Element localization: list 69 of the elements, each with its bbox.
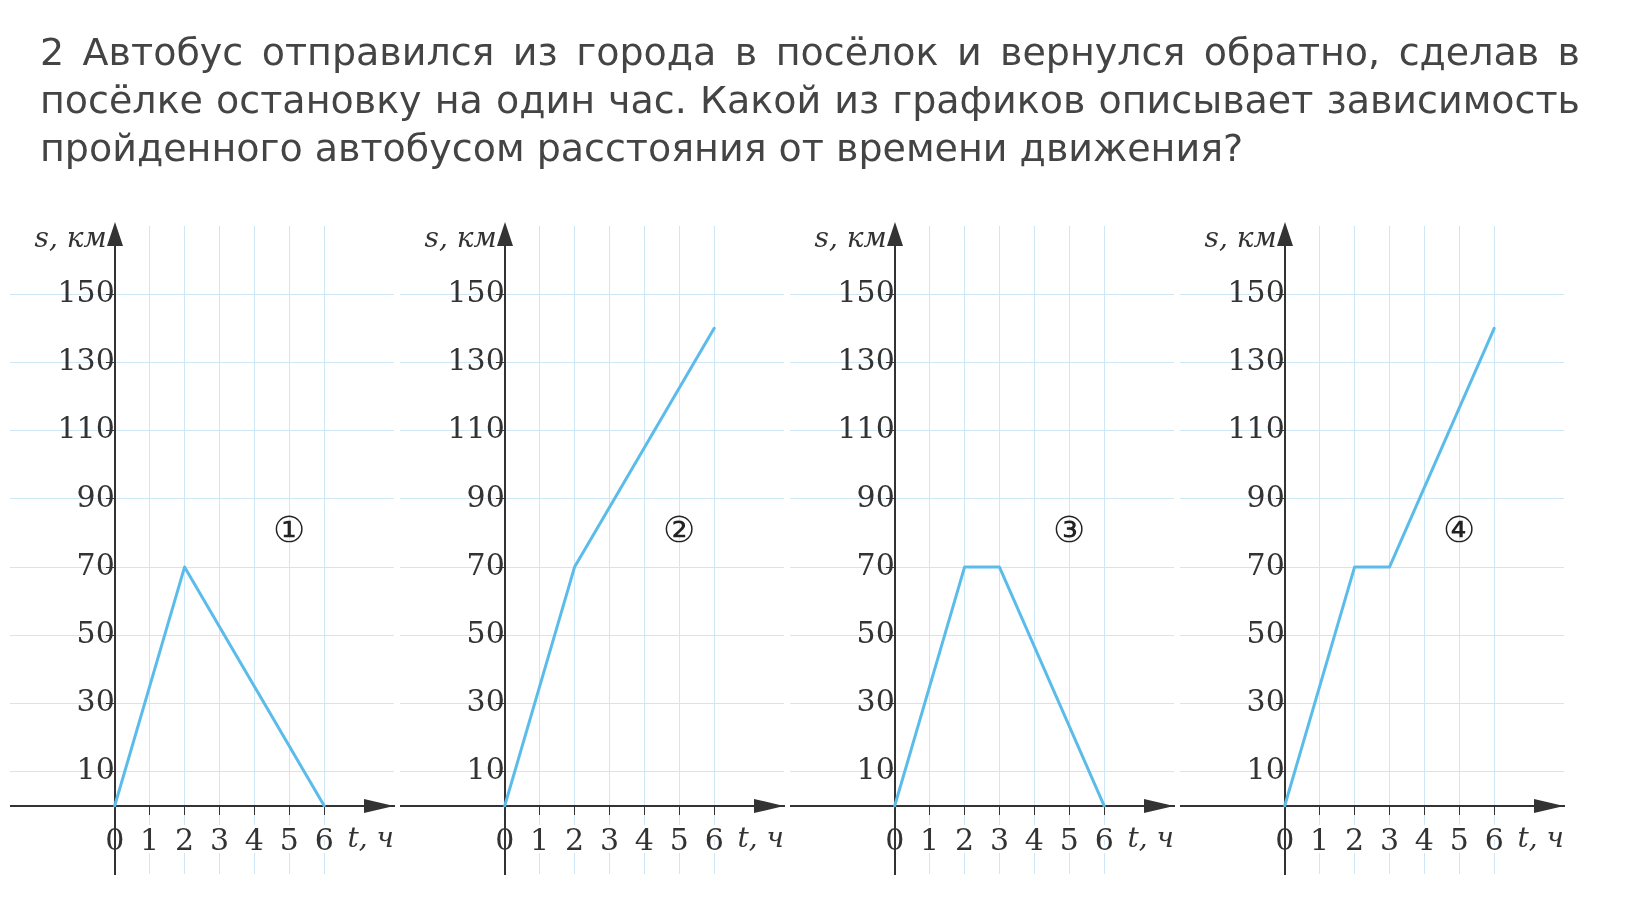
x-tick-label: 4 [1414, 821, 1434, 857]
x-tick-label: 6 [1094, 821, 1114, 857]
y-tick-label: 90 [466, 478, 505, 514]
y-tick-label: 10 [466, 751, 505, 787]
x-tick-label: 3 [209, 821, 229, 857]
y-tick-label: 110 [447, 410, 505, 446]
y-tick-label: 130 [57, 342, 115, 378]
y-tick-label: 90 [1246, 478, 1285, 514]
x-tick-label: 1 [920, 821, 940, 857]
x-tick-label: 6 [1484, 821, 1504, 857]
x-tick-label: 1 [530, 821, 550, 857]
y-tick-label: 50 [466, 615, 505, 651]
x-tick-label: 1 [1310, 821, 1330, 857]
x-tick-label: 4 [244, 821, 264, 857]
y-tick-label: 70 [856, 546, 895, 582]
y-tick-label: 70 [466, 546, 505, 582]
x-tick-label: 6 [704, 821, 724, 857]
y-tick-label: 70 [76, 546, 115, 582]
y-tick-label: 150 [837, 274, 895, 310]
y-tick-label: 110 [57, 410, 115, 446]
y-tick-label: 150 [57, 274, 115, 310]
x-tick-label: 4 [634, 821, 654, 857]
y-tick-label: 50 [856, 615, 895, 651]
x-tick-label: 1 [140, 821, 160, 857]
y-tick-label: 90 [856, 478, 895, 514]
x-axis-title: t, ч [1127, 821, 1174, 855]
y-axis-title: s, км [424, 221, 497, 255]
y-tick-label: 10 [1246, 751, 1285, 787]
text: 2 Автобус отправился из города в посёлок и вернулся обратно, сделав в посёлке остановку на один час. Какой из графиков описывает зависимость пройденного автобусом расстояния от времени движения? [40, 29, 1580, 172]
x-tick-label: 3 [1379, 821, 1399, 857]
x-tick-label: 2 [565, 821, 585, 857]
x-tick-label: 2 [175, 821, 195, 857]
x-axis-title: t, ч [737, 821, 784, 855]
x-tick-label: 3 [989, 821, 1009, 857]
x-tick-label: 3 [599, 821, 619, 857]
y-tick-label: 130 [1227, 342, 1285, 378]
x-tick-label: 6 [314, 821, 334, 857]
y-tick-label: 30 [466, 683, 505, 719]
y-tick-label: 10 [856, 751, 895, 787]
y-axis-title: s, км [814, 221, 887, 255]
x-tick-label: 5 [279, 821, 299, 857]
x-tick-label: 5 [669, 821, 689, 857]
x-tick-label: 5 [1449, 821, 1469, 857]
y-tick-label: 50 [1246, 615, 1285, 651]
x-tick-label: 2 [955, 821, 975, 857]
y-tick-label: 90 [76, 478, 115, 514]
y-tick-label: 130 [837, 342, 895, 378]
y-tick-label: 50 [76, 615, 115, 651]
annotation: ② [663, 509, 696, 551]
y-tick-label: 150 [1227, 274, 1285, 310]
y-tick-label: 150 [447, 274, 505, 310]
y-axis-title: s, км [34, 221, 107, 255]
y-tick-label: 110 [1227, 410, 1285, 446]
y-axis-title: s, км [1204, 221, 1277, 255]
y-tick-label: 30 [76, 683, 115, 719]
x-tick-label: 2 [1345, 821, 1365, 857]
annotation: ① [273, 509, 306, 551]
x-axis-title: t, ч [1517, 821, 1564, 855]
y-tick-label: 30 [856, 683, 895, 719]
x-tick-label: 4 [1024, 821, 1044, 857]
annotation: ③ [1053, 509, 1086, 551]
y-tick-label: 130 [447, 342, 505, 378]
x-axis-title: t, ч [347, 821, 394, 855]
x-tick-label: 5 [1059, 821, 1079, 857]
y-tick-label: 110 [837, 410, 895, 446]
y-tick-label: 30 [1246, 683, 1285, 719]
y-tick-label: 70 [1246, 546, 1285, 582]
annotation: ④ [1443, 509, 1476, 551]
y-tick-label: 10 [76, 751, 115, 787]
